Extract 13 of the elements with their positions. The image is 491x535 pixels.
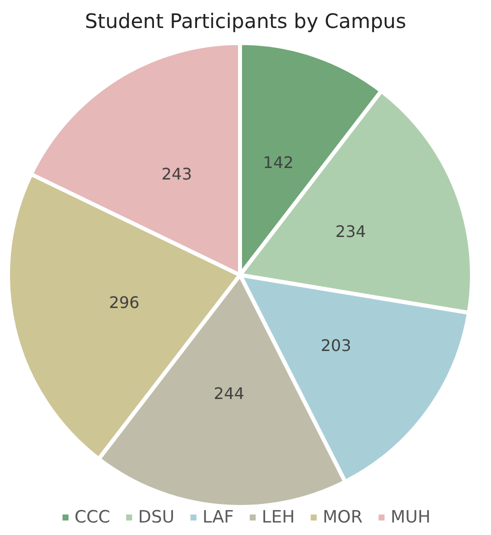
legend-label: LAF: [202, 508, 234, 528]
data-label: 142: [263, 152, 294, 172]
legend-label: DSU: [138, 508, 174, 528]
legend-label: CCC: [74, 508, 110, 528]
data-label: 244: [214, 384, 244, 403]
data-label: 234: [335, 222, 366, 241]
legend-label: MUH: [390, 508, 430, 528]
data-label: 243: [161, 164, 192, 184]
legend-label: MOR: [322, 508, 363, 528]
data-label: 296: [108, 292, 140, 312]
chart-title: Student Participants by Campus: [84, 9, 406, 33]
data-label: 203: [320, 336, 352, 355]
legend-label: LEH: [262, 508, 295, 528]
